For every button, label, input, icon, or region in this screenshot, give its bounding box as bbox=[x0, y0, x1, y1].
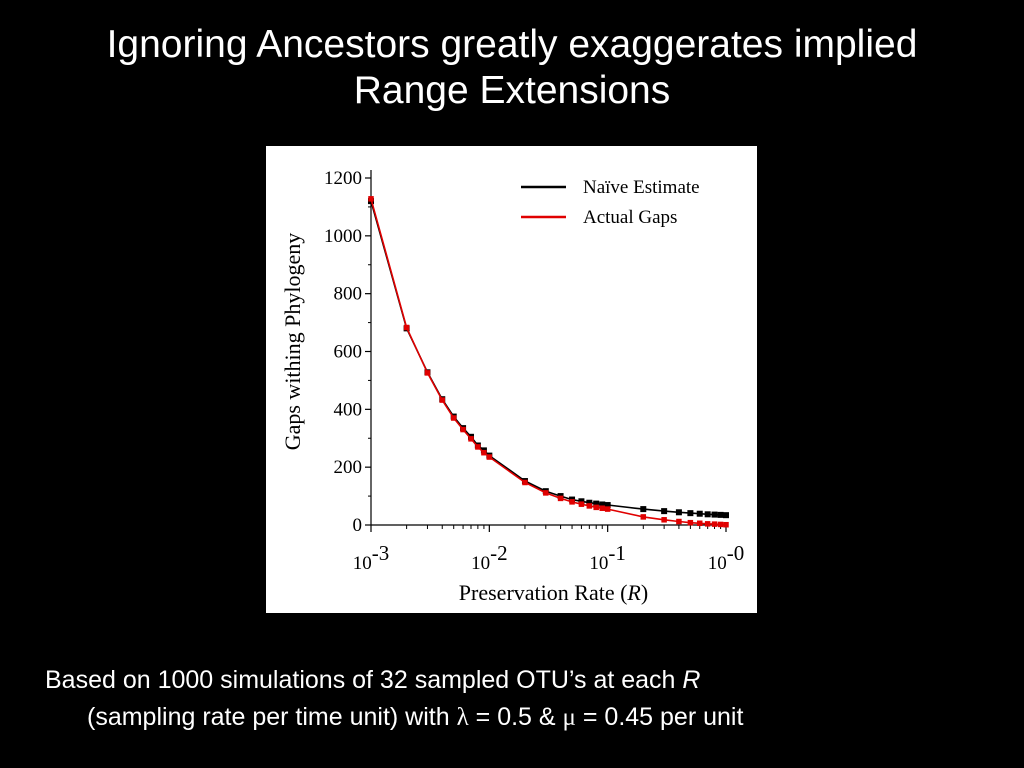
slide-title: Ignoring Ancestors greatly exaggerates i… bbox=[0, 22, 1024, 114]
data-point bbox=[586, 499, 593, 506]
x-axis-title-part: ) bbox=[641, 580, 648, 605]
x-axis-title-part: R bbox=[626, 580, 641, 605]
data-point bbox=[687, 519, 694, 526]
data-point bbox=[687, 510, 694, 517]
x-tick-label: 10-2 bbox=[471, 541, 508, 574]
data-point bbox=[723, 521, 729, 528]
x-tick-base: 10 bbox=[708, 553, 727, 574]
x-tick-label: 10-0 bbox=[708, 541, 745, 574]
legend-item: Actual Gaps bbox=[521, 207, 677, 228]
data-point bbox=[604, 502, 611, 509]
data-point bbox=[640, 514, 647, 520]
y-tick-label: 800 bbox=[334, 284, 363, 305]
mu-symbol: μ bbox=[562, 704, 576, 731]
data-point bbox=[403, 324, 410, 331]
series-actual-gaps bbox=[368, 196, 729, 528]
chart-panel: 0 200 400 600 800 1000 1200 10-3 10-2 10-1 10-0 Gap… bbox=[266, 146, 757, 613]
y-tick-label: 0 bbox=[353, 515, 363, 536]
caption-line1: Based on 1000 simulations of 32 sampled … bbox=[45, 662, 1005, 699]
data-point bbox=[368, 196, 374, 202]
data-point bbox=[450, 415, 457, 421]
legend-label: Actual Gaps bbox=[583, 207, 677, 228]
data-point bbox=[557, 495, 564, 502]
data-point bbox=[569, 499, 575, 505]
x-axis-title: Preservation Rate (R) bbox=[459, 580, 648, 605]
data-point bbox=[717, 511, 724, 518]
data-point bbox=[661, 508, 668, 515]
data-point bbox=[704, 521, 711, 527]
y-tick-label: 400 bbox=[334, 399, 363, 420]
y-tick-label: 1000 bbox=[324, 226, 362, 247]
x-tick-exponent: -3 bbox=[372, 541, 390, 565]
x-tick-base: 10 bbox=[353, 553, 372, 574]
data-point bbox=[640, 506, 647, 513]
caption-text-2a: (sampling rate per time unit) with bbox=[87, 703, 457, 731]
series-line bbox=[370, 198, 727, 526]
y-tick-label: 200 bbox=[334, 457, 363, 478]
x-tick-label: 10-3 bbox=[353, 541, 390, 574]
slide-title-line1: Ignoring Ancestors greatly exaggerates i… bbox=[106, 23, 918, 66]
x-tick-label: 10-1 bbox=[589, 541, 626, 574]
data-point bbox=[711, 511, 718, 518]
data-point bbox=[599, 505, 606, 511]
caption-line2: (sampling rate per time unit) with λ = 0… bbox=[45, 699, 1005, 736]
x-tick-exponent: -0 bbox=[727, 541, 745, 565]
series-layer bbox=[368, 196, 729, 528]
caption-r-symbol: R bbox=[682, 666, 701, 694]
x-axis-title-part: Preservation Rate ( bbox=[459, 580, 628, 605]
caption-text-2b: = 0.5 & bbox=[468, 703, 563, 731]
data-point bbox=[599, 501, 606, 508]
caption-text-2c: = 0.45 per unit bbox=[575, 703, 744, 731]
data-point bbox=[661, 517, 667, 523]
caption: Based on 1000 simulations of 32 sampled … bbox=[45, 662, 1005, 736]
data-point bbox=[460, 426, 466, 433]
x-tick-base: 10 bbox=[589, 553, 608, 574]
data-point bbox=[522, 479, 528, 486]
data-point bbox=[486, 454, 493, 460]
x-tick-exponent: -1 bbox=[608, 541, 626, 565]
data-point bbox=[676, 518, 682, 525]
data-point bbox=[481, 449, 487, 456]
data-point bbox=[593, 504, 599, 511]
legend-label: Naïve Estimate bbox=[583, 177, 700, 198]
series-naive-estimate bbox=[368, 198, 729, 519]
data-point bbox=[543, 490, 549, 496]
data-point bbox=[717, 521, 724, 528]
data-point bbox=[424, 370, 431, 376]
y-tick-label: 1200 bbox=[324, 168, 362, 189]
slide-title-line2: Range Extensions bbox=[353, 69, 671, 112]
y-axis-title: Gaps withing Phylogeny bbox=[280, 233, 305, 451]
data-point bbox=[578, 501, 585, 507]
x-tick-base: 10 bbox=[471, 553, 490, 574]
data-point bbox=[604, 506, 611, 512]
data-point bbox=[711, 521, 718, 527]
y-tick-label: 600 bbox=[334, 342, 363, 363]
data-point bbox=[593, 500, 600, 507]
data-point bbox=[723, 512, 729, 519]
data-point bbox=[675, 509, 682, 516]
data-point bbox=[439, 397, 445, 403]
data-point bbox=[696, 520, 703, 527]
data-point bbox=[578, 498, 585, 505]
series-line bbox=[370, 200, 727, 516]
data-point bbox=[468, 436, 474, 442]
data-point bbox=[586, 503, 593, 509]
lambda-symbol: λ bbox=[456, 704, 469, 731]
x-tick-exponent: -2 bbox=[490, 541, 508, 565]
data-point bbox=[475, 444, 481, 450]
caption-text-1: Based on 1000 simulations of 32 sampled … bbox=[45, 666, 683, 694]
legend: Naïve Estimate Actual Gaps bbox=[521, 177, 700, 228]
data-point bbox=[704, 511, 711, 518]
data-point bbox=[696, 510, 703, 517]
legend-item: Naïve Estimate bbox=[521, 177, 700, 198]
